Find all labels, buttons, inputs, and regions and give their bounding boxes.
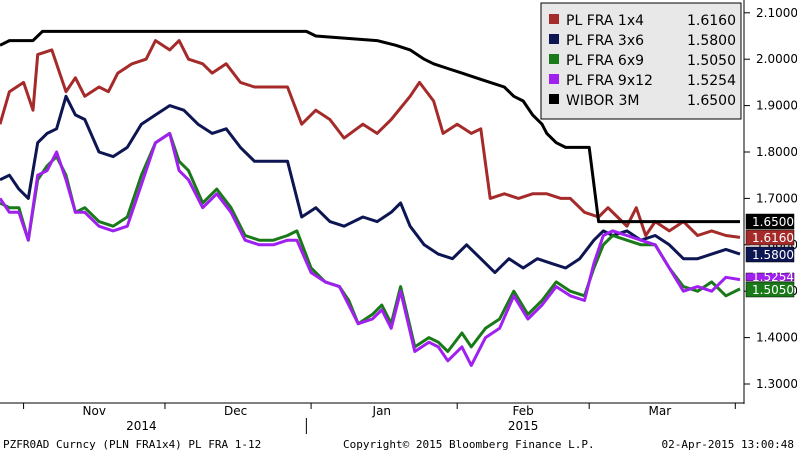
series-layer	[0, 29, 741, 367]
x-year-label: 2015	[508, 419, 539, 433]
y-tick-label: 1.3000	[756, 377, 797, 391]
legend-series-value: 1.5800	[687, 33, 736, 49]
footer: PZFR0AD Curncy (PLN FRA1x4) PL FRA 1-12 …	[3, 438, 794, 451]
y-axis: 2.10002.00001.90001.80001.70001.60001.50…	[743, 0, 797, 404]
x-month-label: Jan	[372, 404, 392, 418]
legend-series-name: WIBOR 3M	[566, 93, 640, 109]
last-value-tag-label: 1.5254	[752, 270, 794, 284]
legend-series-value: 1.5254	[687, 73, 736, 89]
legend-series-value: 1.6500	[687, 93, 736, 109]
legend-swatch	[549, 94, 559, 104]
last-value-tag-box	[745, 272, 795, 282]
x-axis: Nov Dec Jan Feb Mar 2014 2015	[0, 402, 797, 436]
y-tick-label: 1.4000	[756, 331, 797, 345]
legend-swatch	[549, 54, 559, 64]
last-value-tag-label: 1.6160	[752, 231, 794, 245]
x-year-label: 2014	[126, 419, 157, 433]
series-line-pl-fra-9x12	[0, 131, 741, 367]
x-month-label: Dec	[224, 404, 247, 418]
legend-swatch	[549, 74, 559, 84]
y-tick-label: 2.0000	[756, 52, 797, 66]
last-value-tag-box	[745, 281, 795, 298]
last-value-tag-label: 1.5050	[752, 283, 794, 297]
y-tick-label: 1.8000	[756, 145, 797, 159]
y-tick-label: 1.9000	[756, 99, 797, 113]
chart-legend: PL FRA 1x4 1.6160 PL FRA 3x6 1.5800 PL FRA 6…	[540, 2, 742, 120]
last-value-tag-box	[745, 229, 795, 246]
legend-swatch	[549, 34, 559, 44]
legend-series-name: PL FRA 6x9	[566, 53, 644, 69]
footer-right: 02-Apr-2015 13:00:48	[662, 438, 794, 451]
footer-center: Copyright© 2015 Bloomberg Finance L.P.	[343, 438, 595, 451]
legend-swatch	[549, 14, 559, 24]
x-month-label: Nov	[83, 404, 106, 418]
last-value-tag-label: 1.6500	[752, 215, 794, 229]
legend-series-value: 1.6160	[687, 13, 736, 29]
legend-series-name: PL FRA 1x4	[566, 13, 644, 29]
legend-series-name: PL FRA 9x12	[566, 73, 653, 89]
last-value-tag-box	[745, 246, 795, 263]
legend-series-name: PL FRA 3x6	[566, 33, 644, 49]
last-value-tag-box	[745, 213, 795, 230]
y-tick-label: 2.1000	[756, 6, 797, 20]
footer-left: PZFR0AD Curncy (PLN FRA1x4) PL FRA 1-12	[3, 438, 261, 451]
x-month-label: Mar	[649, 404, 672, 418]
series-line-pl-fra-1x4	[0, 39, 741, 239]
legend-box	[540, 2, 742, 120]
last-value-tag-label: 1.5800	[752, 248, 794, 262]
series-line-wibor-3m	[0, 29, 740, 224]
y-tick-label: 1.7000	[756, 191, 797, 205]
x-month-label: Feb	[513, 404, 534, 418]
legend-series-value: 1.5050	[687, 53, 736, 69]
